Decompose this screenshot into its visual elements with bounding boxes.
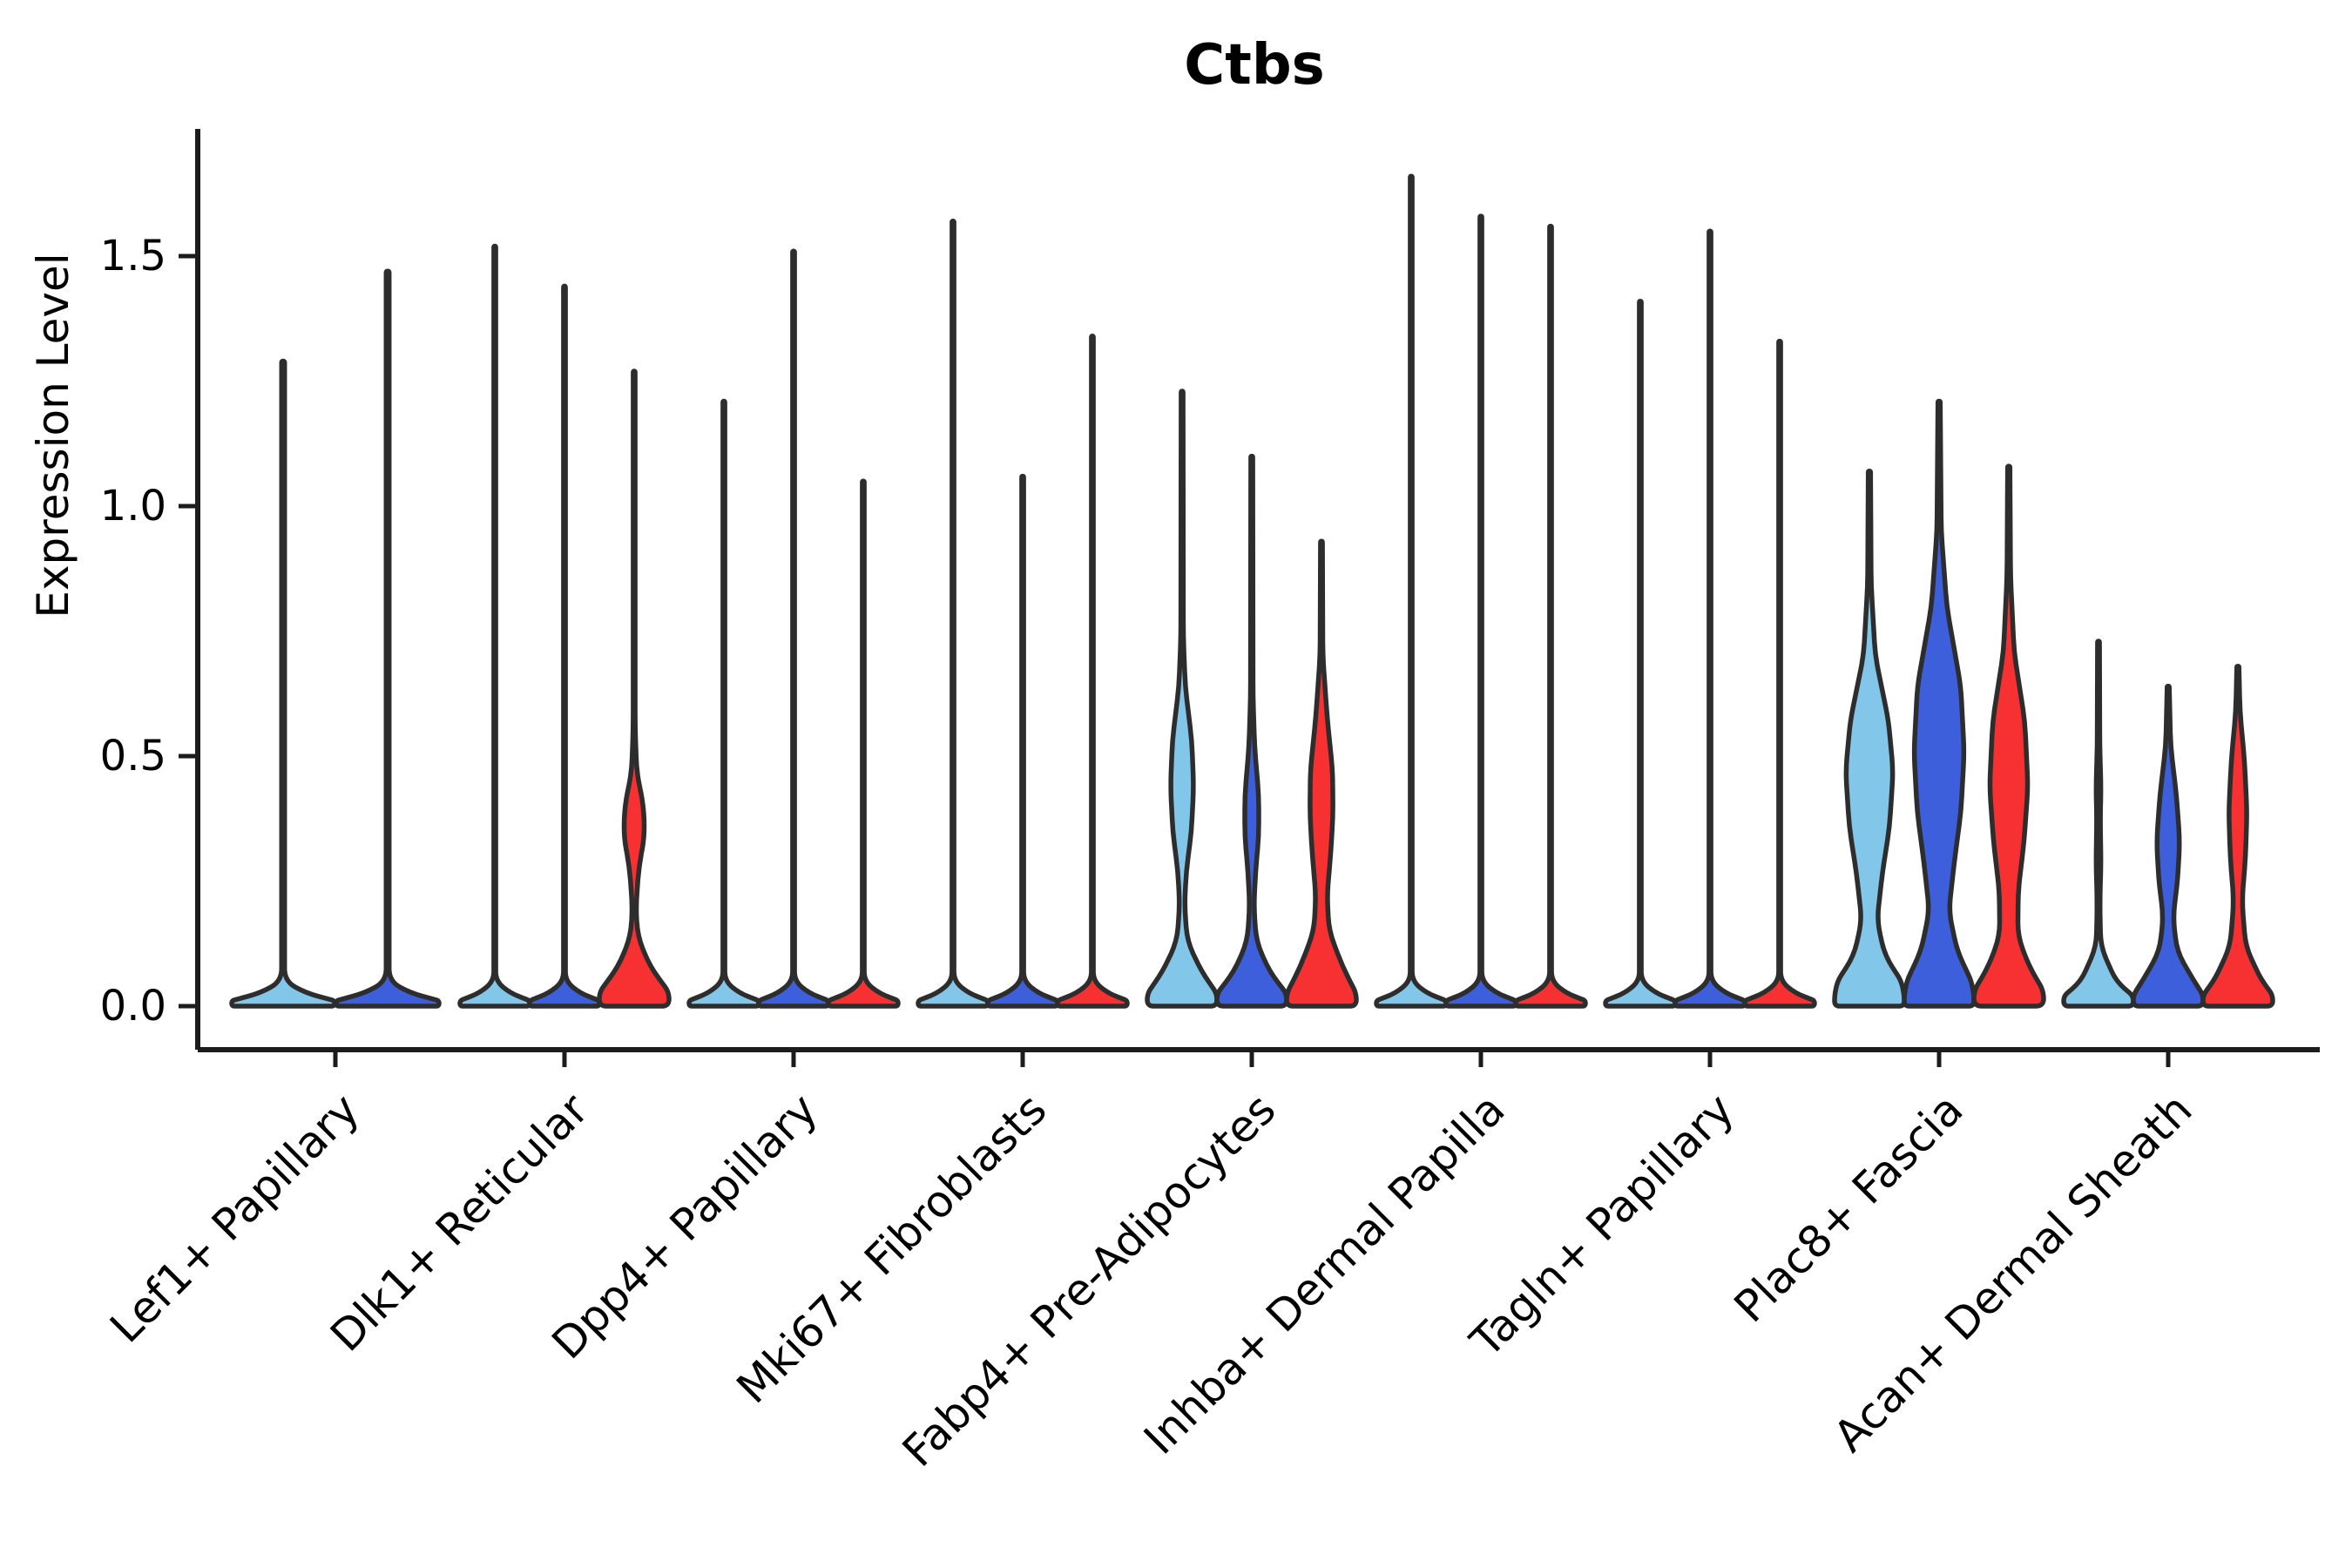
violin-dpp4-papillary-royalblue bbox=[756, 248, 831, 1009]
violin-tagln-papillary-skyblue bbox=[1603, 298, 1678, 1009]
y-axis: 0.0 0.5 1.0 1.5 bbox=[100, 232, 198, 1031]
violin-fabp4-pre-adipocytes-royalblue bbox=[1214, 453, 1289, 1009]
violin-fabp4-pre-adipocytes-skyblue bbox=[1145, 389, 1220, 1009]
y-tick-label: 1.5 bbox=[100, 232, 166, 280]
y-tick-label: 1.0 bbox=[100, 482, 166, 531]
violin-plac8-fascia-red bbox=[1971, 463, 2046, 1009]
violin-acan-dermal-sheath-skyblue bbox=[2061, 639, 2136, 1009]
violin-tagln-papillary-royalblue bbox=[1673, 228, 1747, 1009]
violin-plac8-fascia-royalblue bbox=[1902, 398, 1977, 1009]
violin-plac8-fascia-skyblue bbox=[1832, 469, 1907, 1009]
violin-inhba-dermal-papilla-red bbox=[1513, 223, 1588, 1009]
violin-inhba-dermal-papilla-royalblue bbox=[1443, 213, 1518, 1009]
violin-acan-dermal-sheath-red bbox=[2200, 663, 2275, 1009]
y-tick-label: 0.0 bbox=[100, 982, 166, 1031]
violin-mki67-fibroblasts-red bbox=[1055, 334, 1130, 1009]
violin-inhba-dermal-papilla-skyblue bbox=[1374, 173, 1449, 1009]
violin-lef1-papillary-royalblue bbox=[334, 268, 442, 1009]
violin-mki67-fibroblasts-royalblue bbox=[985, 473, 1060, 1009]
violin-mki67-fibroblasts-skyblue bbox=[916, 219, 990, 1009]
y-axis-label: Expression Level bbox=[28, 253, 78, 618]
axes-spines bbox=[195, 129, 2320, 1052]
violin-dlk1-reticular-skyblue bbox=[457, 243, 532, 1009]
violin-dlk1-reticular-red bbox=[597, 368, 672, 1009]
violin-dlk1-reticular-royalblue bbox=[527, 283, 602, 1009]
violins-layer bbox=[229, 173, 2275, 1009]
violin-tagln-papillary-red bbox=[1742, 338, 1817, 1009]
violin-fabp4-pre-adipocytes-red bbox=[1284, 538, 1359, 1009]
violin-acan-dermal-sheath-royalblue bbox=[2131, 683, 2206, 1009]
violin-lef1-papillary-skyblue bbox=[229, 358, 337, 1009]
violin-dpp4-papillary-skyblue bbox=[686, 398, 761, 1009]
chart-title: Ctbs bbox=[1184, 33, 1324, 98]
violin-dpp4-papillary-red bbox=[826, 478, 901, 1009]
y-tick-label: 0.5 bbox=[100, 732, 166, 781]
